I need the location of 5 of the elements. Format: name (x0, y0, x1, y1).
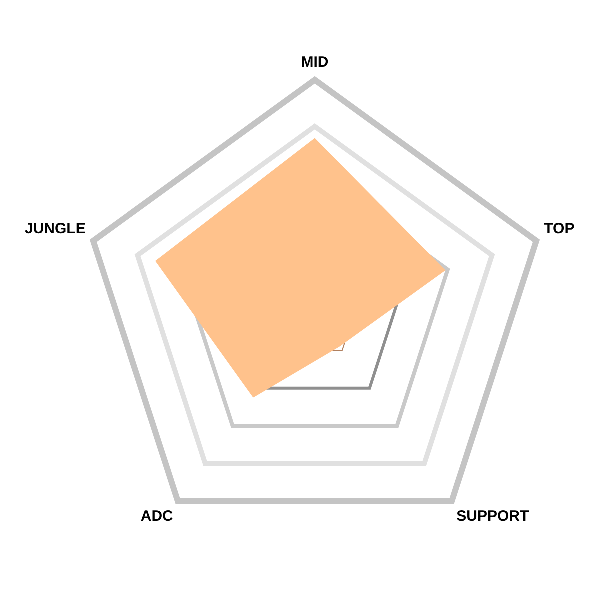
spoke-label: JUNGLE (25, 220, 86, 238)
spoke-label: ADC (140, 508, 174, 526)
spoke-label: TOP (544, 220, 575, 238)
spoke-label: MID (301, 54, 329, 72)
spoke-label: SUPPORT (456, 508, 530, 526)
